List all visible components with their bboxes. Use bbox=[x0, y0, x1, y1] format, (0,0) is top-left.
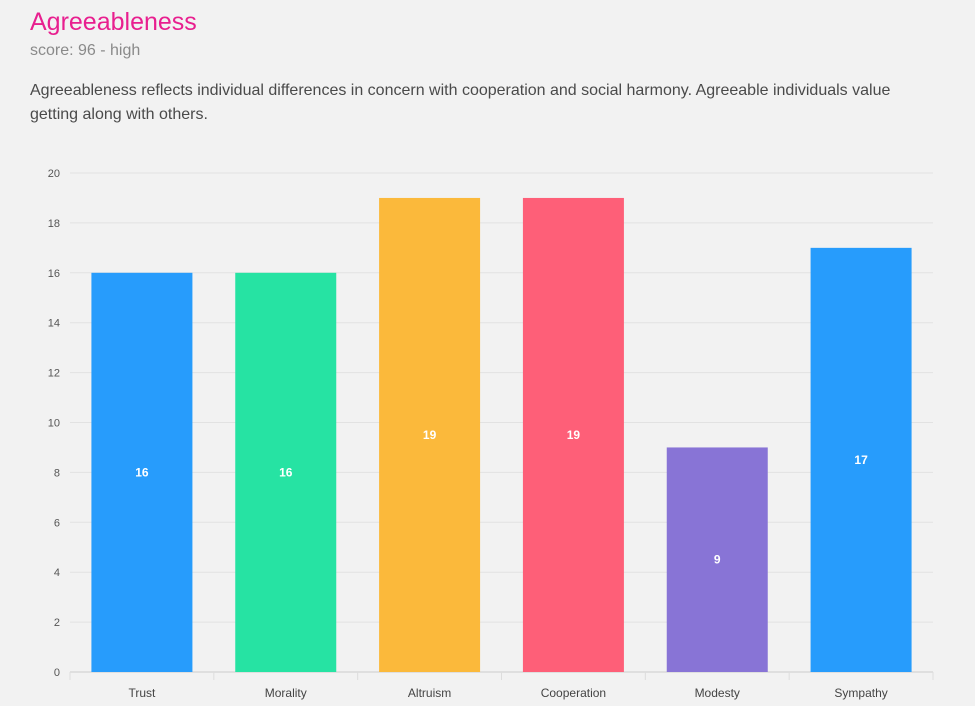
bar[interactable] bbox=[235, 272, 337, 672]
data-label: 16 bbox=[279, 465, 293, 479]
y-axis-ticks: 0 2 4 6 8 10 12 14 16 18 20 bbox=[48, 168, 60, 679]
bar[interactable] bbox=[91, 272, 193, 672]
y-tick-label: 2 bbox=[54, 617, 60, 629]
x-tick-label: Sympathy bbox=[834, 686, 887, 700]
x-tick-label: Trust bbox=[128, 686, 156, 700]
chart-title: Agreeableness bbox=[30, 8, 197, 36]
data-label: 19 bbox=[423, 428, 437, 442]
x-tick-label: Altruism bbox=[408, 686, 451, 700]
data-label: 19 bbox=[567, 428, 581, 442]
y-tick-label: 0 bbox=[54, 667, 60, 679]
y-tick-label: 20 bbox=[48, 168, 60, 180]
bar[interactable] bbox=[379, 197, 481, 672]
trait-description: Agreeableness reflects individual differ… bbox=[30, 82, 891, 123]
x-tick-label: Morality bbox=[265, 686, 307, 700]
bars bbox=[91, 197, 912, 672]
y-tick-label: 16 bbox=[48, 268, 60, 280]
x-tick-label: Modesty bbox=[695, 686, 740, 700]
y-tick-label: 6 bbox=[54, 517, 60, 529]
data-label: 16 bbox=[135, 465, 149, 479]
y-tick-label: 14 bbox=[48, 318, 60, 330]
data-label: 9 bbox=[714, 553, 721, 567]
y-tick-label: 4 bbox=[54, 567, 60, 579]
score-subtitle: score: 96 - high bbox=[30, 42, 141, 59]
y-tick-label: 10 bbox=[48, 418, 60, 430]
data-labels: 16 16 19 19 9 17 bbox=[135, 428, 868, 567]
gridlines bbox=[69, 172, 934, 680]
bar[interactable] bbox=[522, 197, 624, 672]
bar[interactable] bbox=[666, 447, 768, 672]
x-axis-ticks: Trust Morality Altruism Cooperation Modesty S… bbox=[128, 686, 887, 700]
y-tick-label: 8 bbox=[54, 467, 60, 479]
y-tick-label: 18 bbox=[48, 218, 60, 230]
x-tick-label: Cooperation bbox=[541, 686, 606, 700]
data-label: 17 bbox=[854, 453, 868, 467]
y-tick-label: 12 bbox=[48, 368, 60, 380]
bar[interactable] bbox=[810, 247, 912, 672]
